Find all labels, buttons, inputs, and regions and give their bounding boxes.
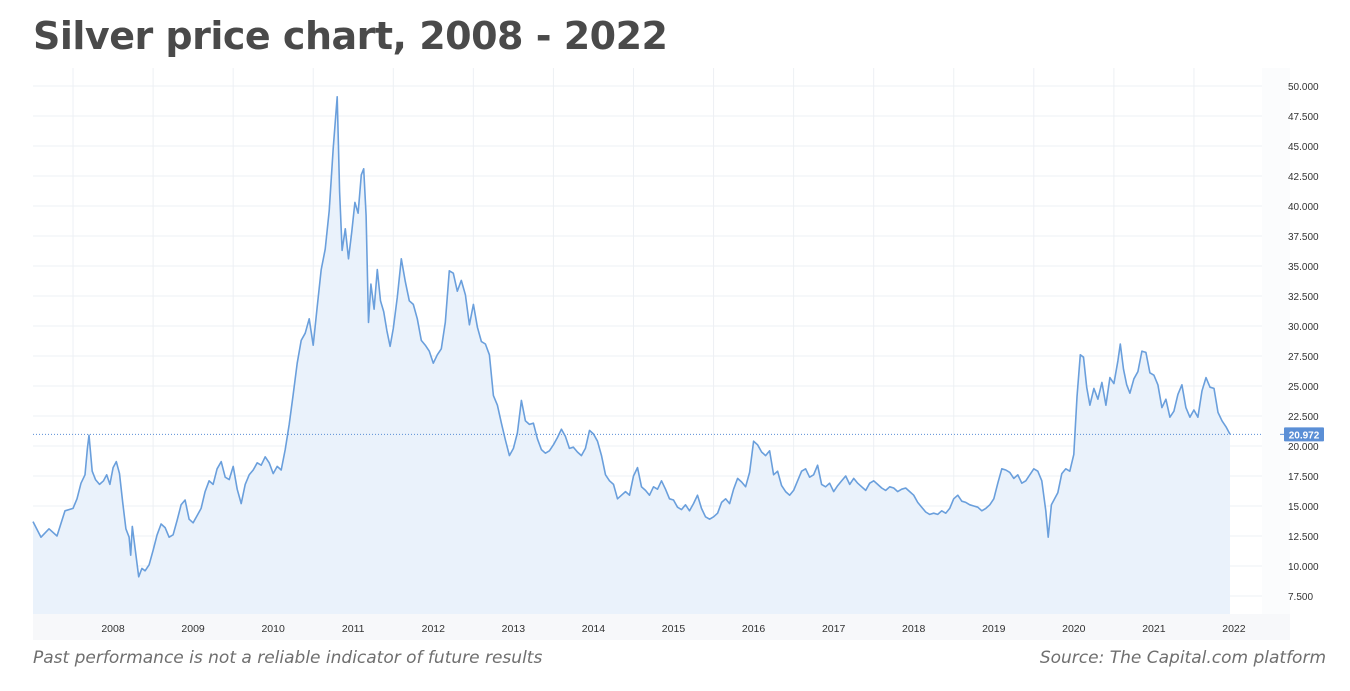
silver-price-chart: 7.500 10.000 12.500 15.000 17.500 20.000 22.50…: [32, 68, 1324, 640]
x-tick-label: 2018: [902, 623, 926, 635]
y-tick-label: 32.500: [1288, 292, 1319, 303]
x-tick-label: 2015: [662, 623, 686, 635]
x-tick-label: 2016: [742, 623, 766, 635]
x-tick-label: 2012: [422, 623, 446, 635]
y-tick-label: 37.500: [1288, 232, 1319, 243]
y-tick-label: 22.500: [1288, 412, 1319, 423]
disclaimer-text: Past performance is not a reliable indic…: [33, 648, 543, 668]
y-tick-label: 10.000: [1288, 562, 1319, 573]
y-tick-label: 47.500: [1288, 112, 1319, 123]
y-tick-label: 50.000: [1288, 82, 1319, 93]
y-tick-label: 35.000: [1288, 262, 1319, 273]
x-tick-label: 2019: [982, 623, 1006, 635]
last-price-label: 20.972: [1289, 430, 1320, 441]
x-tick-label: 2009: [181, 623, 205, 635]
y-tick-label: 20.000: [1288, 442, 1319, 453]
x-tick-label: 2010: [261, 623, 285, 635]
x-tick-label: 2014: [582, 623, 606, 635]
y-tick-label: 30.000: [1288, 322, 1319, 333]
x-tick-label: 2011: [342, 623, 365, 635]
x-tick-label: 2022: [1222, 623, 1246, 635]
y-tick-label: 40.000: [1288, 202, 1319, 213]
y-tick-label: 15.000: [1288, 502, 1319, 513]
page-title: Silver price chart, 2008 - 2022: [33, 14, 668, 58]
x-tick-label: 2017: [822, 623, 846, 635]
y-tick-label: 17.500: [1288, 472, 1319, 483]
y-axis-panel: [1262, 68, 1290, 614]
chart-container: 7.500 10.000 12.500 15.000 17.500 20.000 22.50…: [0, 68, 1350, 640]
x-tick-label: 2008: [101, 623, 125, 635]
y-tick-label: 25.000: [1288, 382, 1319, 393]
y-tick-label: 7.500: [1288, 592, 1313, 603]
y-tick-label: 42.500: [1288, 172, 1319, 183]
last-price-badge: [1284, 427, 1324, 442]
price-area: [33, 96, 1230, 615]
x-axis-panel: [33, 614, 1290, 640]
x-tick-label: 2021: [1142, 623, 1166, 635]
y-tick-label: 12.500: [1288, 532, 1319, 543]
y-tick-label: 27.500: [1288, 352, 1319, 363]
y-tick-label: 45.000: [1288, 142, 1319, 153]
x-tick-label: 2013: [502, 623, 526, 635]
price-line: [32, 96, 1231, 578]
source-text: Source: The Capital.com platform: [1039, 648, 1326, 668]
x-tick-label: 2020: [1062, 623, 1086, 635]
